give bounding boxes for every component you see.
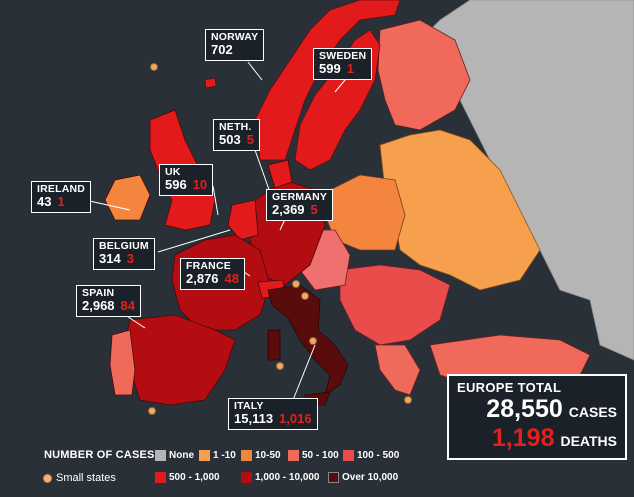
case-count: 2,369: [272, 202, 305, 218]
legend-label-50-100: 50 - 100: [302, 450, 339, 461]
country-name: SWEDEN: [319, 50, 367, 62]
small-state-marker: [301, 292, 309, 300]
callout-netherlands: NETH. 503 5: [213, 119, 260, 151]
small-state-marker: [276, 362, 284, 370]
legend-small-states-label: Small states: [56, 472, 116, 484]
region-norway: [254, 0, 401, 161]
legend-swatch-1-10: [199, 450, 210, 461]
region-finland: [377, 19, 471, 131]
case-count: 596: [165, 177, 187, 193]
total-cases-label: CASES: [568, 404, 617, 420]
country-name: GERMANY: [272, 191, 328, 203]
callout-belgium: BELGIUM 314 3: [93, 238, 155, 270]
callout-france: FRANCE 2,876 48: [180, 258, 246, 290]
region-italy: [267, 284, 349, 396]
legend-small-states-dot: [43, 474, 52, 483]
small-state-marker: [292, 280, 300, 288]
legend-label-500-1000: 500 - 1,000: [169, 472, 220, 483]
legend-label-over-10000: Over 10,000: [342, 472, 399, 483]
small-state-marker: [150, 63, 158, 71]
callout-sweden: SWEDEN 599 1: [313, 48, 373, 80]
legend-label-100-500: 100 - 500: [357, 450, 400, 461]
legend-label-10-50: 10-50: [255, 450, 281, 461]
small-state-marker: [309, 337, 317, 345]
region-faroe: [204, 77, 217, 89]
country-name: UK: [165, 166, 181, 178]
country-name: FRANCE: [186, 260, 231, 272]
callout-spain: SPAIN 2,968 84: [76, 285, 142, 317]
legend-swatch-none: [155, 450, 166, 461]
europe-total-box: EUROPE TOTAL 28,550 CASES 1,198 DEATHS: [447, 374, 627, 460]
region-denmark: [267, 159, 293, 189]
region-greece: [374, 344, 421, 396]
legend-label-1000-10000: 1,000 - 10,000: [255, 472, 320, 483]
case-count: 702: [211, 42, 233, 58]
legend-label-none: None: [169, 450, 194, 461]
case-count: 503: [219, 132, 241, 148]
small-state-marker: [404, 396, 412, 404]
callout-italy: ITALY 15,113 1,016: [228, 398, 318, 430]
legend-label-1-10: 1 -10: [213, 450, 236, 461]
total-cases: 28,550: [486, 395, 563, 423]
legend-swatch-10-50: [241, 450, 252, 461]
legend-swatch-1000-10000: [241, 472, 252, 483]
death-count: 48: [224, 271, 240, 287]
country-name: NETH.: [219, 121, 252, 133]
legend-swatch-500-1000: [155, 472, 166, 483]
total-deaths: 1,198: [491, 424, 555, 452]
death-count: 10: [192, 177, 208, 193]
country-name: BELGIUM: [99, 240, 149, 252]
case-count: 2,876: [186, 271, 219, 287]
country-name: NORWAY: [211, 31, 259, 43]
country-name: SPAIN: [82, 287, 115, 299]
legend-swatch-50-100: [288, 450, 299, 461]
region-sardinia: [267, 329, 281, 361]
death-count: 1: [346, 61, 354, 77]
case-count: 314: [99, 251, 121, 267]
legend: NUMBER OF CASES None 1 -10 10-50 50 - 10…: [0, 445, 634, 497]
case-count: 2,968: [82, 298, 115, 314]
legend-swatch-over-10000: [328, 472, 339, 483]
callout-norway: NORWAY 702: [205, 29, 265, 61]
death-count: 1: [57, 194, 65, 210]
region-portugal: [109, 329, 136, 396]
death-count: 5: [246, 132, 254, 148]
death-count: 1,016: [279, 411, 312, 427]
case-count: 43: [37, 194, 52, 210]
total-title: EUROPE TOTAL: [457, 380, 562, 395]
callout-ireland: IRELAND 43 1: [31, 181, 92, 213]
callout-germany: GERMANY 2,369 5: [266, 189, 334, 221]
small-state-marker: [148, 407, 156, 415]
total-deaths-label: DEATHS: [560, 433, 617, 449]
legend-swatch-100-500: [343, 450, 354, 461]
country-name: ITALY: [234, 400, 264, 412]
region-balkans: [339, 264, 451, 346]
death-count: 5: [310, 202, 318, 218]
death-count: 84: [120, 298, 136, 314]
region-poland: [324, 174, 406, 251]
legend-title: NUMBER OF CASES: [44, 449, 155, 461]
case-count: 15,113: [234, 411, 274, 427]
country-name: IRELAND: [37, 183, 86, 195]
case-count: 599: [319, 61, 341, 77]
death-count: 3: [126, 251, 134, 267]
region-benelux: [227, 199, 259, 241]
callout-uk: UK 596 10: [159, 164, 214, 196]
